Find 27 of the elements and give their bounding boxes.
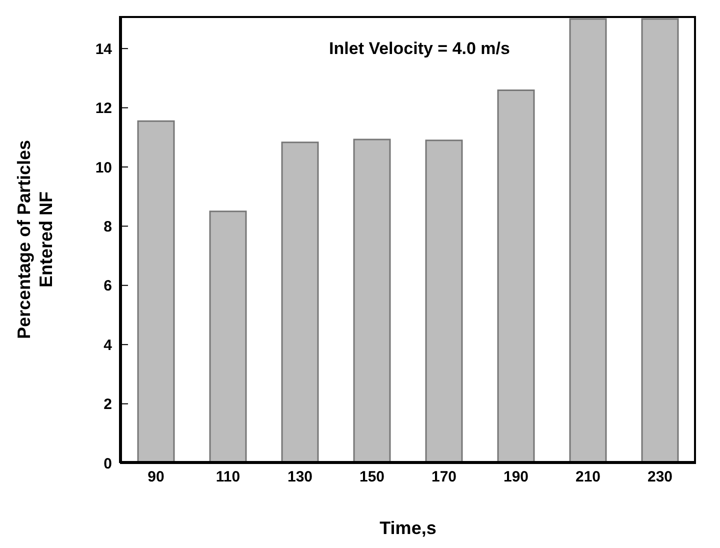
- bar: [353, 138, 391, 463]
- x-tick-label: 210: [575, 468, 601, 486]
- x-tick-label: 170: [431, 468, 457, 486]
- y-tick-label: 0: [104, 455, 112, 472]
- annotation: Inlet Velocity = 4.0 m/s: [329, 39, 510, 58]
- x-tick-label: 190: [503, 468, 529, 486]
- bar: [497, 90, 535, 463]
- y-tick-label: 12: [95, 100, 112, 118]
- y-axis-title: Percentage of Particles Entered NF: [14, 140, 56, 340]
- bar: [569, 18, 607, 463]
- y-tick-label: 8: [104, 218, 112, 236]
- x-tick-label: 110: [216, 468, 240, 486]
- y-tick-label: 10: [95, 159, 112, 176]
- y-tick-label: 2: [104, 396, 112, 414]
- y-tick-label: 4: [104, 336, 113, 354]
- bar: [641, 18, 679, 463]
- x-tick-label: 90: [148, 468, 164, 486]
- x-tick-label: 230: [647, 468, 673, 486]
- bar: [137, 120, 175, 463]
- x-tick-label: 150: [359, 468, 385, 486]
- y-tick-label: 6: [104, 278, 112, 295]
- x-tick-label: 130: [287, 468, 313, 486]
- bar: [425, 140, 463, 463]
- y-tick-label: 14: [95, 40, 113, 58]
- bar: [281, 142, 319, 463]
- x-axis-title: Time,s: [380, 518, 436, 538]
- bar: [209, 210, 247, 463]
